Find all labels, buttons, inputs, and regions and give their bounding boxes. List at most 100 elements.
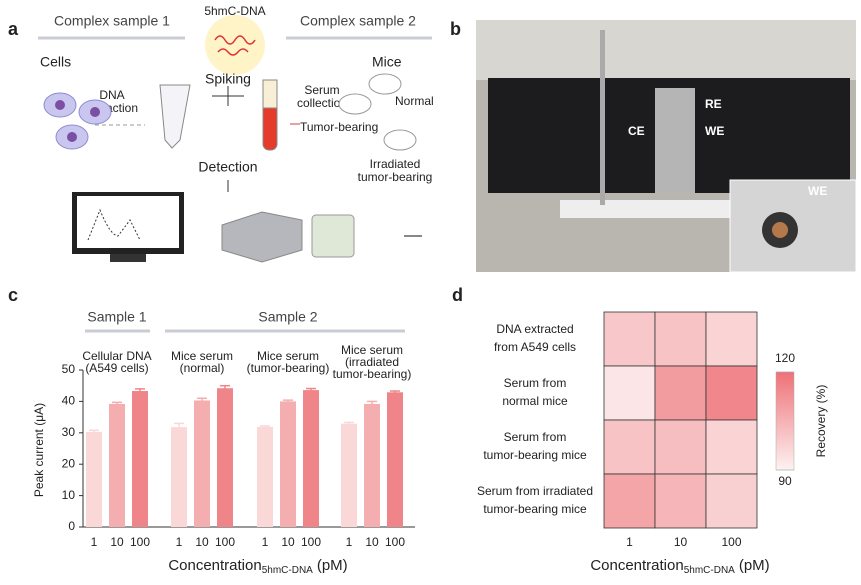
bar: [303, 390, 319, 527]
label: WE: [705, 124, 724, 138]
x-tick-label: 10: [674, 535, 688, 549]
x-axis-label-part: Concentration: [590, 557, 683, 574]
glow: [205, 15, 265, 75]
cell: [655, 88, 695, 193]
cells-icon: [43, 92, 112, 150]
y-axis-label: Peak current (μA): [32, 403, 46, 497]
photo-wall: [476, 20, 856, 80]
row-label: tumor-bearing mice: [483, 502, 587, 516]
heatmap-cell: [654, 473, 707, 529]
heatmap-cell: [654, 419, 707, 475]
heatmap-cell: [705, 419, 758, 475]
label: Irradiated: [370, 157, 421, 171]
label: Serum: [304, 83, 339, 97]
x-tick-label: 1: [176, 535, 183, 549]
x-tick-label: 100: [215, 535, 235, 549]
label: Cells: [40, 54, 71, 70]
bar: [387, 392, 403, 527]
heatmap-cell: [603, 473, 656, 529]
label: Tumor-bearing: [300, 120, 378, 134]
heatmap-cell: [654, 365, 707, 421]
dna-icon: [214, 35, 256, 56]
panel-letter: c: [8, 285, 18, 305]
label: RE: [705, 97, 722, 111]
y-tick-label: 30: [62, 425, 76, 439]
label: DNA: [99, 88, 124, 102]
group-label: Mice serum: [341, 343, 403, 357]
x-axis-label-part: 5hmC-DNA: [684, 565, 735, 576]
curve: [87, 208, 141, 241]
group-header: Sample 2: [258, 309, 317, 325]
x-tick-label: 100: [385, 535, 405, 549]
heatmap-cell: [705, 311, 758, 367]
row-label: Serum from irradiated: [477, 484, 593, 498]
row-label: from A549 cells: [494, 340, 576, 354]
row-label: normal mice: [502, 394, 568, 408]
label: CE: [628, 124, 645, 138]
base: [560, 200, 730, 218]
heatmap-cell: [705, 473, 758, 529]
group-label: (A549 cells): [85, 361, 148, 375]
heatmap-cell: [705, 365, 758, 421]
group-label: Cellular DNA: [82, 349, 151, 363]
header: Complex sample 1: [54, 13, 170, 29]
stand: [110, 254, 146, 262]
label: Spiking: [205, 71, 251, 87]
row-label: tumor-bearing mice: [483, 448, 587, 462]
x-tick-label: 100: [721, 535, 741, 549]
label: tumor-bearing: [358, 170, 433, 184]
header: Complex sample 2: [300, 13, 416, 29]
group-header: Sample 1: [87, 309, 146, 325]
panel-letter: d: [452, 285, 463, 305]
cell: [311, 214, 355, 258]
mouse: [338, 93, 372, 115]
panel-letter: b: [450, 19, 461, 39]
rod: [600, 30, 605, 205]
heatmap-cell: [603, 419, 656, 475]
bar: [171, 427, 187, 527]
tube: [159, 84, 191, 149]
x-tick-label: 10: [110, 535, 124, 549]
bar: [109, 403, 125, 527]
mouse: [383, 129, 417, 151]
colorbar: [775, 371, 795, 471]
x-tick-label: 1: [91, 535, 98, 549]
heatmap-cell: [603, 311, 656, 367]
x-tick-label: 10: [365, 535, 379, 549]
label: Detection: [198, 159, 257, 175]
y-tick-label: 20: [62, 456, 76, 470]
y-tick-label: 50: [62, 362, 76, 376]
x-axis-label-part: 5hmC-DNA: [262, 565, 313, 576]
bar: [217, 388, 233, 527]
bar: [341, 423, 357, 527]
x-axis-label-part: (pM): [739, 557, 770, 574]
row-label: Serum from: [504, 430, 567, 444]
bar: [364, 403, 380, 527]
x-axis-label-part: Concentration: [168, 557, 261, 574]
colorbar-label: Recovery (%): [814, 385, 828, 458]
x-axis-label: Concentration5hmC-DNA (pM): [168, 557, 347, 576]
x-axis-label-part: (pM): [317, 557, 348, 574]
y-tick-label: 0: [68, 519, 75, 533]
x-tick-label: 1: [346, 535, 353, 549]
label: Normal: [395, 94, 434, 108]
row-label: DNA extracted: [496, 322, 573, 336]
serum: [262, 79, 278, 109]
row-label: Serum from: [504, 376, 567, 390]
colorbar-tick-label: 120: [775, 351, 795, 365]
label: collection: [297, 96, 347, 110]
y-tick-label: 40: [62, 394, 76, 408]
group-label: (irradiated: [345, 355, 399, 369]
group-label: (normal): [180, 361, 225, 375]
x-tick-label: 1: [626, 535, 633, 549]
group-label: tumor-bearing): [333, 367, 412, 381]
panel-letter: a: [8, 19, 19, 39]
potentiostat: [221, 211, 303, 263]
group-label: (tumor-bearing): [247, 361, 330, 375]
label: WE: [808, 184, 827, 198]
bar: [257, 426, 273, 527]
x-tick-label: 100: [301, 535, 321, 549]
electrode-tip: [772, 222, 788, 238]
